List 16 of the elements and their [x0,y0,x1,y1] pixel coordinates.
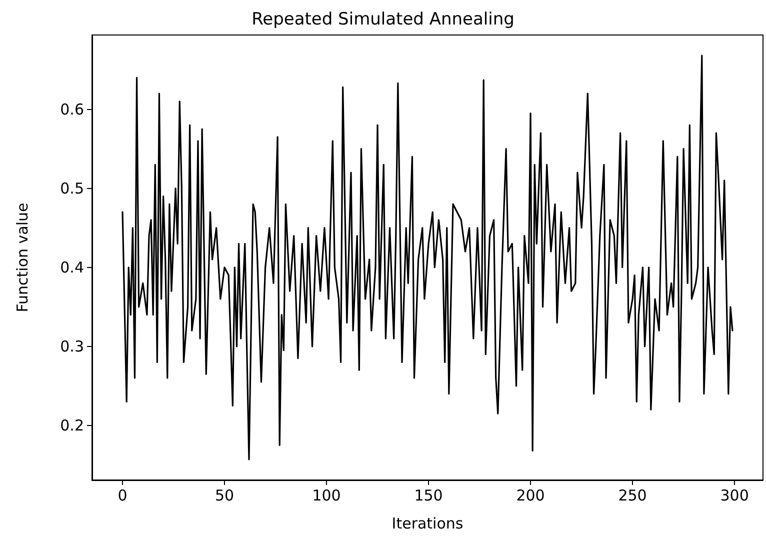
y-axis-title: Function value [14,202,32,312]
x-axis-title: Iterations [392,514,464,532]
x-tick-label: 100 [312,486,341,504]
chart-title: Repeated Simulated Annealing [252,10,514,30]
x-tick-label: 50 [214,486,234,504]
y-tick-label: 0.3 [60,337,84,356]
x-tick-label: 0 [118,486,128,504]
line-series [122,54,734,460]
x-tick-label: 200 [516,486,545,504]
y-tick-label: 0.4 [60,258,84,276]
x-tick-label: 150 [414,486,443,504]
y-tick-label: 0.5 [60,179,84,198]
y-tick-label: 0.6 [60,100,84,118]
y-tick-label: 0.2 [60,416,84,434]
x-tick-label: 300 [720,486,749,504]
x-tick-label: 250 [618,486,647,504]
